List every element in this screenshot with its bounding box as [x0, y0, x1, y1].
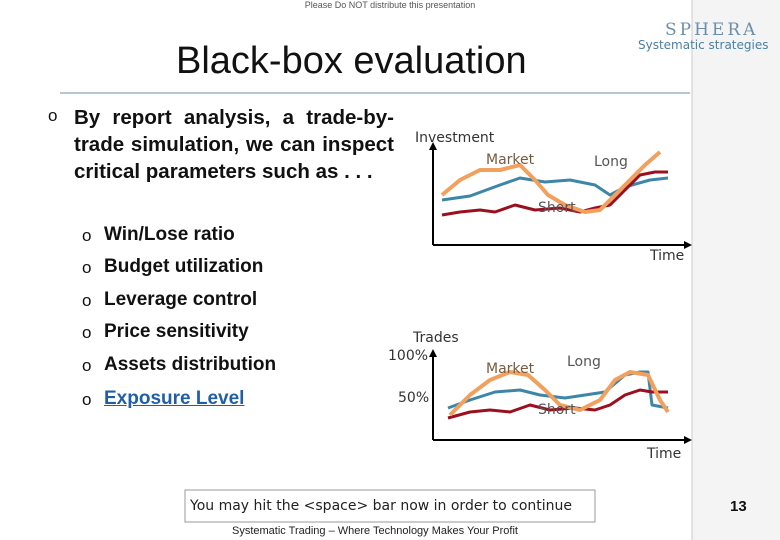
bullet-marker: o — [82, 226, 92, 245]
bullet-marker: o — [82, 323, 92, 342]
long-label: Long — [567, 354, 601, 370]
bullet-item: Assets distribution — [104, 354, 277, 375]
y-label: Investment — [415, 130, 495, 146]
side-band — [692, 0, 780, 540]
x-label: Time — [647, 446, 682, 462]
bullet-marker: o — [82, 291, 92, 310]
logo-tagline: Systematic strategies — [638, 38, 769, 52]
y-label: Trades — [413, 330, 459, 346]
tick-label: 50% — [398, 390, 430, 406]
figure-bottom — [429, 349, 692, 444]
bullet-link[interactable]: Exposure Level — [104, 388, 245, 409]
slide-title: Black-box evaluation — [176, 40, 527, 82]
short-label: Short — [538, 200, 576, 216]
tick-label: 100% — [388, 348, 429, 364]
bullet-item: Budget utilization — [104, 256, 264, 277]
continue-prompt: You may hit the <space> bar now in order… — [190, 498, 573, 514]
market-label: Market — [486, 152, 535, 168]
bullet-marker: o — [82, 356, 92, 375]
figure-top — [429, 142, 692, 249]
long-label: Long — [594, 154, 628, 170]
market-label: Market — [486, 361, 535, 377]
bullet-item: Price sensitivity — [104, 321, 249, 342]
x-label: Time — [650, 248, 685, 264]
bullet-marker: o — [48, 106, 58, 125]
logo: SPHERA — [665, 20, 759, 40]
bullet-marker: o — [82, 258, 92, 277]
page-number: 13 — [730, 498, 747, 515]
short-label: Short — [538, 402, 576, 418]
bullet-item: Leverage control — [104, 289, 258, 310]
footer-tagline: Systematic Trading – Where Technology Ma… — [232, 525, 518, 537]
notice: Please Do NOT distribute this presentati… — [304, 0, 476, 10]
bullet-marker: o — [82, 390, 92, 409]
intro: By report analysis, a trade-by-trade sim… — [74, 106, 394, 183]
bullet-item: Win/Lose ratio — [104, 224, 235, 245]
prompt-box — [184, 489, 596, 523]
